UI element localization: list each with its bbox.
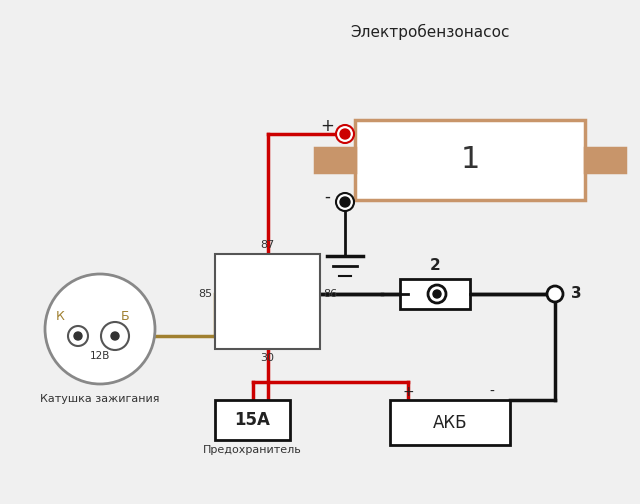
Text: Б: Б <box>121 309 129 323</box>
Text: +: + <box>402 385 414 399</box>
Text: 86: 86 <box>323 289 337 299</box>
Bar <box>355 120 585 200</box>
Circle shape <box>111 332 119 340</box>
Bar <box>215 400 290 440</box>
Text: 15А: 15А <box>235 411 271 429</box>
Text: 30: 30 <box>260 353 275 363</box>
Circle shape <box>45 274 155 384</box>
Text: 87: 87 <box>260 240 275 250</box>
Circle shape <box>547 286 563 302</box>
Text: -: - <box>490 385 495 399</box>
Text: 2: 2 <box>429 258 440 273</box>
Text: 12В: 12В <box>90 351 110 361</box>
Circle shape <box>428 285 446 303</box>
Text: Предохранитель: Предохранитель <box>203 445 302 455</box>
Text: Электробензонасос: Электробензонасос <box>350 24 509 40</box>
Circle shape <box>336 193 354 211</box>
Text: К: К <box>56 309 65 323</box>
Text: 3: 3 <box>571 286 582 301</box>
Circle shape <box>340 197 350 207</box>
Text: 85: 85 <box>198 289 212 299</box>
Text: -: - <box>324 188 330 206</box>
Circle shape <box>68 326 88 346</box>
Circle shape <box>336 125 354 143</box>
Bar <box>215 254 320 349</box>
Circle shape <box>101 322 129 350</box>
Bar <box>390 400 510 445</box>
Circle shape <box>74 332 82 340</box>
Circle shape <box>340 129 350 139</box>
Bar <box>400 279 470 309</box>
Text: АКБ: АКБ <box>433 413 467 431</box>
Bar <box>315 148 355 172</box>
Text: Катушка зажигания: Катушка зажигания <box>40 394 160 404</box>
Text: +: + <box>320 117 334 135</box>
Text: 1: 1 <box>460 146 480 174</box>
Bar <box>585 148 625 172</box>
Circle shape <box>433 290 441 298</box>
